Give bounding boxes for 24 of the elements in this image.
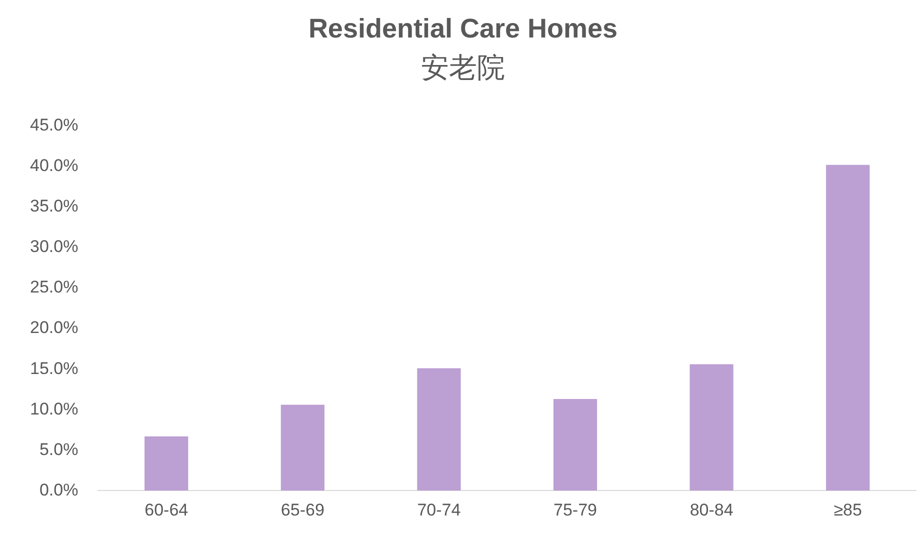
y-tick-label: 40.0%	[30, 156, 78, 176]
bar	[144, 436, 188, 491]
bar	[690, 364, 734, 491]
x-tick-label: ≥85	[834, 500, 862, 520]
y-tick-label: 20.0%	[30, 318, 78, 338]
x-tick-label: 80-84	[690, 500, 734, 520]
y-tick-label: 15.0%	[30, 358, 78, 378]
y-tick-label: 25.0%	[30, 278, 78, 297]
y-tick-label: 0.0%	[39, 480, 78, 500]
bar	[280, 404, 324, 491]
x-tick-label: 75-79	[554, 500, 597, 520]
y-tick-label: 10.0%	[30, 399, 78, 418]
chart-title: Residential Care Homes	[308, 14, 618, 44]
bar	[826, 164, 870, 491]
x-tick-label: 70-74	[417, 500, 461, 520]
y-tick-label: 30.0%	[30, 237, 78, 256]
y-tick-label: 35.0%	[30, 196, 78, 216]
x-tick-label: 60-64	[144, 500, 188, 520]
x-tick-label: 65-69	[280, 500, 324, 520]
bar	[553, 399, 598, 491]
y-tick-label: 5.0%	[39, 440, 78, 459]
chart-subtitle: 安老院	[421, 52, 505, 83]
bar	[417, 368, 461, 491]
y-tick-label: 45.0%	[30, 116, 78, 135]
